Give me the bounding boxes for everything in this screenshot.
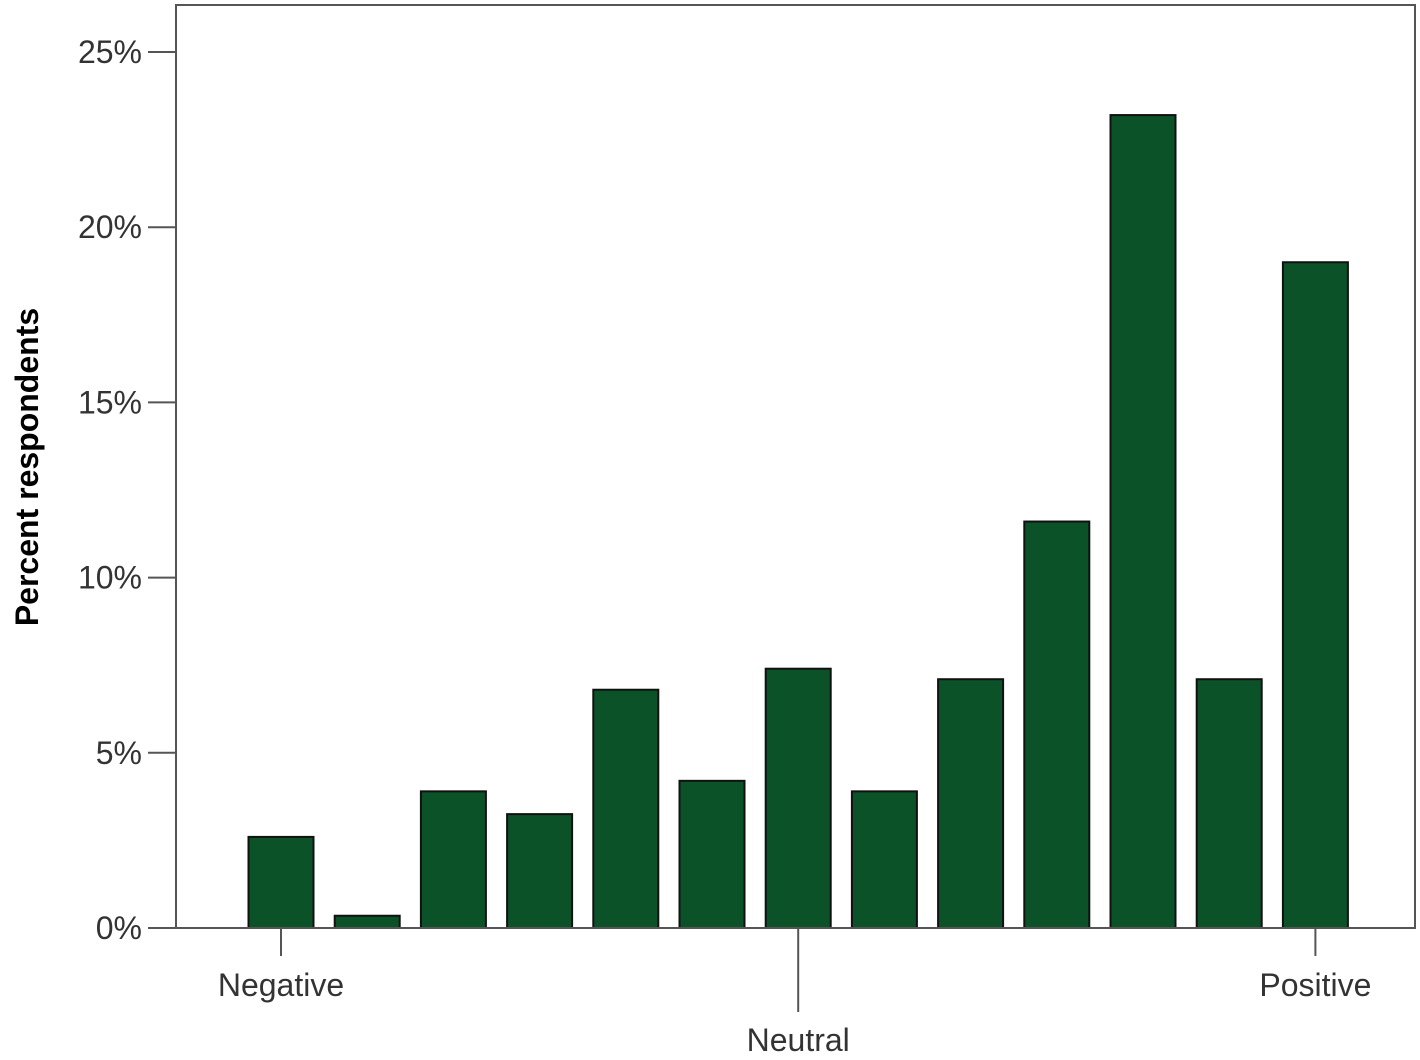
y-tick-label: 25% bbox=[78, 34, 142, 70]
y-tick-label: 5% bbox=[96, 735, 142, 771]
y-tick-label: 0% bbox=[96, 910, 142, 946]
y-axis: 0% 5% 10% 15% 20% 25% bbox=[78, 5, 177, 946]
x-tick-label: Negative bbox=[218, 967, 344, 1003]
bar bbox=[592, 688, 660, 930]
bar bbox=[937, 678, 1005, 929]
bar bbox=[247, 835, 315, 929]
y-axis-label: Percent respondents bbox=[9, 308, 45, 626]
x-tick-label: Neutral bbox=[747, 1022, 850, 1058]
bar bbox=[506, 813, 574, 929]
x-tick-label: Positive bbox=[1259, 967, 1371, 1003]
bar bbox=[419, 790, 487, 929]
bars-group bbox=[247, 114, 1349, 930]
bar bbox=[1281, 261, 1349, 929]
bar bbox=[1023, 520, 1091, 929]
bar bbox=[678, 779, 746, 929]
bar bbox=[1109, 114, 1177, 929]
bar bbox=[764, 667, 832, 929]
y-tick-label: 20% bbox=[78, 209, 142, 245]
bar bbox=[850, 790, 918, 929]
x-axis: Negative Neutral Positive bbox=[148, 927, 1415, 1058]
y-tick-label: 15% bbox=[78, 384, 142, 420]
bar bbox=[1195, 678, 1263, 929]
bar bbox=[333, 914, 401, 930]
y-tick-label: 10% bbox=[78, 560, 142, 596]
